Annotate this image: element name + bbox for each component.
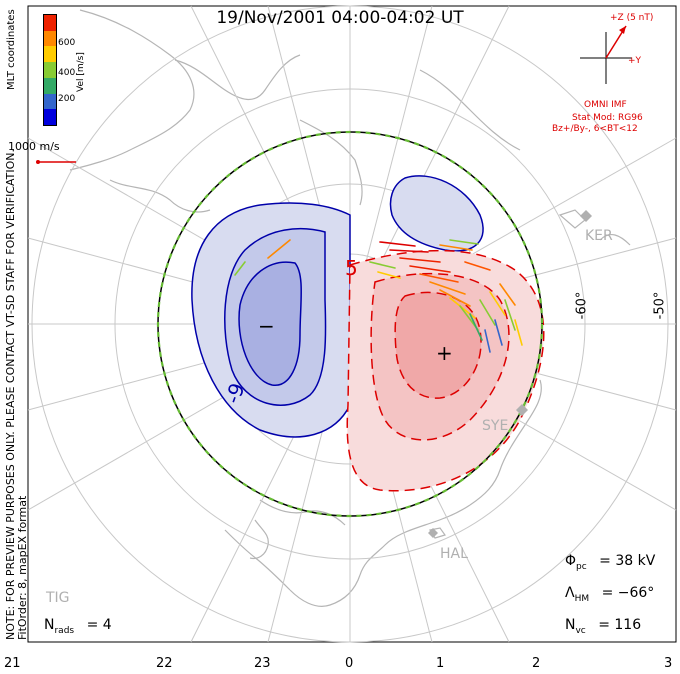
velocity-vector [449,239,479,245]
plot-title: 19/Nov/2001 04:00-04:02 UT [216,8,464,28]
velocity-vector [439,244,473,251]
imf-source: OMNI IMF [584,100,627,110]
velocity-vector [494,319,503,346]
latitude-label-60: -60° [574,291,590,320]
contour-label-positive: 5 [345,256,358,280]
mlt-label-22: 22 [156,656,173,671]
hm-boundary-latitude: ΛHM = −66° [565,585,654,604]
coordinate-system-label: MLT coordinates [6,9,17,90]
velocity-vector [377,271,401,279]
mlt-label-2: 2 [532,656,541,671]
mlt-label-21: 21 [4,656,21,671]
radar-count: Nrads = 4 [44,617,112,636]
vector-count: Nvc = 116 [565,617,641,636]
colorbar-segment [44,62,56,78]
stat-model: Stat Mod: RG96 [572,113,643,123]
nrads-subscript: rads [54,625,75,636]
colorbar-tick-400: 400 [58,68,76,78]
nvc-symbol: N [565,617,576,633]
colorbar-segment [44,46,56,63]
lambda-subscript: HM [574,593,590,604]
velocity-vector [469,313,483,341]
imf-condition: Bz+/By-, 6<BT<12 [552,124,638,134]
velocity-vector [267,239,291,259]
imf-y-label: +Y [628,56,642,66]
hm-boundary-dashes [156,130,544,518]
station-marker-sye [516,404,528,416]
phi-symbol: Φ [565,553,577,569]
colorbar-title: Vel [m/s] [76,52,86,92]
negative-contour-dawn [389,175,484,252]
fit-order-note: FitOrder: 8, mapEX format [16,495,29,640]
colorbar-segment [44,77,56,94]
station-marker-ker [580,210,592,222]
colorbar-segment [44,109,56,125]
mlt-label-3: 3 [664,656,673,671]
station-label-hal: HAL [440,546,468,562]
mlt-label-0: 0 [345,656,354,671]
imf-arrowhead [619,26,626,34]
colorbar-segment [44,93,56,110]
velocity-vector [234,261,246,276]
potential-max-marker: + [436,341,453,365]
velocity-vector [389,249,429,253]
velocity-vector [484,329,491,353]
velocity-vectors [234,239,523,353]
positive-cell [346,249,545,492]
velocity-vector [379,241,416,247]
velocity-scale-dot [36,160,40,164]
imf-dial [580,25,632,84]
velocity-vector [409,265,451,273]
velocity-vector [499,283,516,306]
velocity-vector [504,299,516,331]
station-label-sye: SYE [482,418,509,434]
nrads-value: = 4 [86,617,112,633]
velocity-vector [429,281,466,295]
colorbar-segment [44,14,56,31]
latitude-label-50: -50° [652,291,668,320]
station-marker-hal [428,528,438,538]
nrads-symbol: N [44,617,55,633]
negative-cell [191,175,484,438]
velocity-vector [514,319,523,346]
phi-subscript: pc [576,561,587,572]
station-label-tig: TIG [46,590,70,606]
velocity-vector [399,257,441,263]
phi-value: = 38 kV [599,553,656,569]
colorbar-segment [44,30,56,47]
colorbar-tick-200: 200 [58,94,76,104]
mlt-label-1: 1 [436,656,445,671]
negative-contour-inner [238,261,302,386]
velocity-vector [439,289,471,307]
velocity-vector [419,273,459,283]
nvc-value: = 116 [598,617,642,633]
velocity-scale-label: 1000 m/s [8,140,60,153]
station-label-ker: KER [585,228,613,244]
imf-z-label: +Z (5 nT) [610,13,654,23]
velocity-vector [369,261,396,269]
lambda-symbol: Λ [565,585,575,601]
nvc-subscript: vc [575,625,586,636]
velocity-colorbar [43,14,57,126]
positive-contour-inner [394,291,482,399]
velocity-vector [464,261,491,271]
colorbar-tick-600: 600 [58,38,76,48]
cross-polar-potential: Φpc = 38 kV [565,553,655,572]
mlt-label-23: 23 [254,656,271,671]
velocity-vector [489,291,506,316]
velocity-vector [479,299,496,326]
potential-min-marker: − [258,314,275,338]
lambda-value: = −66° [601,585,655,601]
